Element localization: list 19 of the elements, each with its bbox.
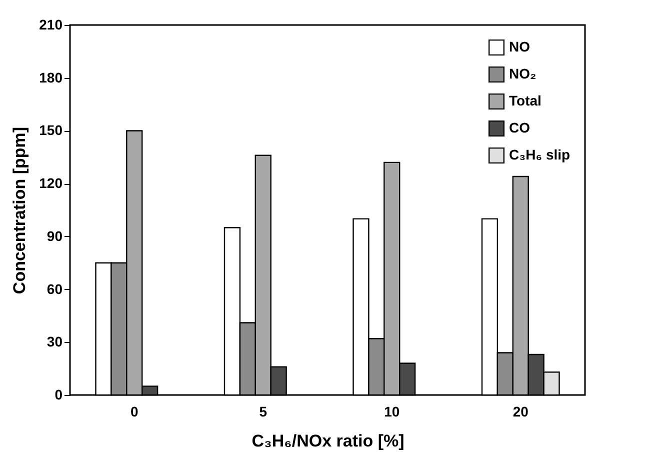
- y-axis-title: Concentration [ppm]: [10, 126, 30, 294]
- y-tick-label: 210: [39, 16, 63, 32]
- x-tick-label: 0: [130, 404, 138, 420]
- legend-label: Total: [509, 92, 542, 108]
- y-tick-label: 180: [39, 69, 63, 86]
- x-tick-label: 20: [512, 404, 529, 420]
- legend-label: CO: [509, 120, 530, 136]
- y-tick-label: 60: [46, 280, 63, 297]
- y-tick-label: 150: [39, 122, 63, 138]
- x-tick-label: 10: [384, 404, 400, 420]
- x-tick-label: 5: [259, 404, 268, 420]
- x-axis-title: C₃H₆/NOx ratio [%]: [252, 432, 404, 450]
- y-tick-label: 90: [46, 228, 63, 244]
- y-tick-label: 30: [46, 334, 63, 350]
- legend-label: C₃H₆ slip: [509, 146, 570, 162]
- y-tick-label: 0: [54, 386, 63, 402]
- legend-label: NO₂: [509, 66, 536, 82]
- legend-label: NO: [509, 38, 530, 54]
- y-tick-label: 120: [39, 175, 63, 192]
